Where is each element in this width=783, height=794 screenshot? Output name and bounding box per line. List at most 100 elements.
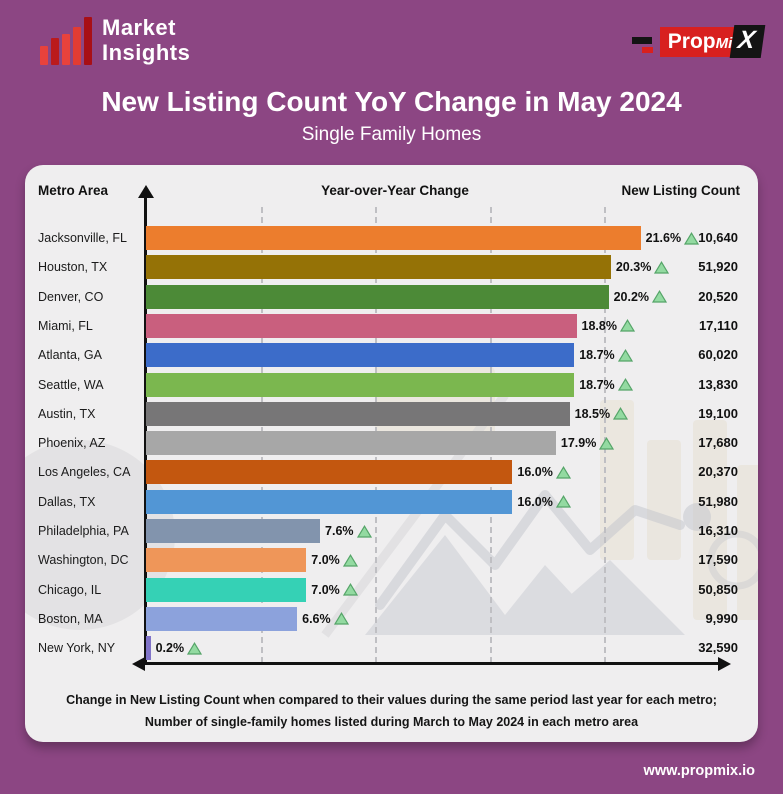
pct-value-group: 18.8% xyxy=(582,314,635,338)
pct-label: 18.8% xyxy=(581,318,617,333)
propmix-x-text: X xyxy=(729,25,766,58)
bar xyxy=(146,284,609,309)
propmix-logo: Prop Mi X xyxy=(631,25,766,58)
metro-label: Phoenix, AZ xyxy=(38,436,106,451)
bar xyxy=(146,636,151,661)
propmix-wordmark: Prop Mi xyxy=(659,26,735,57)
count-label: 60,020 xyxy=(698,347,738,363)
up-triangle-icon xyxy=(555,465,571,479)
bar xyxy=(146,489,513,514)
pct-label: 18.7% xyxy=(579,377,615,392)
chart-footnote-line1: Change in New Listing Count when compare… xyxy=(66,693,717,707)
pct-label: 17.9% xyxy=(560,436,597,451)
pct-label: 20.2% xyxy=(613,289,650,304)
count-label: 32,590 xyxy=(698,640,738,656)
y-axis-arrowhead-icon xyxy=(137,185,154,198)
bar xyxy=(146,226,641,250)
count-label: 50,850 xyxy=(698,581,738,597)
count-label: 16,310 xyxy=(698,523,738,538)
metro-label: Los Angeles, CA xyxy=(38,465,131,480)
metro-label: Washington, DC xyxy=(38,553,129,568)
bar xyxy=(146,577,307,602)
up-triangle-icon xyxy=(187,641,203,655)
pct-label: 21.6% xyxy=(645,231,682,245)
count-label: 17,680 xyxy=(698,435,738,451)
x-axis-line xyxy=(145,662,720,665)
bar xyxy=(146,372,575,397)
pct-label: 7.0% xyxy=(311,553,340,568)
bar-chart-icon-bar xyxy=(73,27,81,65)
metro-label: Denver, CO xyxy=(38,289,104,304)
brand-name: Market Insights xyxy=(102,15,190,65)
up-triangle-icon xyxy=(619,319,635,332)
pct-value-group: 16.0% xyxy=(517,490,571,514)
up-triangle-icon xyxy=(555,495,571,508)
brand-name-line1: Market xyxy=(102,15,176,40)
column-header-metro-area: Metro Area xyxy=(38,183,109,198)
pct-value-group: 7.0% xyxy=(311,548,358,572)
bar-chart-icon xyxy=(40,15,92,65)
x-axis-left-arrowhead-icon xyxy=(132,656,145,671)
pct-value-group: 18.5% xyxy=(575,402,629,426)
chart-panel: Metro Area Year-over-Year Change New Lis… xyxy=(25,165,758,742)
pct-value-group: 17.9% xyxy=(560,431,615,455)
up-triangle-icon xyxy=(652,290,668,303)
column-header-listing-count: New Listing Count xyxy=(621,183,741,198)
pct-value-group: 21.6% xyxy=(645,226,700,250)
up-triangle-icon xyxy=(342,583,358,596)
pct-label: 7.0% xyxy=(311,582,340,597)
up-triangle-icon xyxy=(356,524,372,538)
bar-chart-icon-bar xyxy=(84,17,92,65)
bar-chart-icon-bar xyxy=(51,38,59,65)
up-triangle-icon xyxy=(617,348,633,362)
pct-label: 16.0% xyxy=(517,465,553,480)
pct-value-group: 7.6% xyxy=(325,519,372,543)
column-header-yoy-change: Year-over-Year Change xyxy=(321,183,469,198)
count-label: 51,980 xyxy=(698,493,738,509)
metro-label: Jacksonville, FL xyxy=(38,231,127,245)
count-label: 20,520 xyxy=(698,288,738,304)
bar xyxy=(146,343,575,368)
count-label: 17,590 xyxy=(698,552,738,568)
up-triangle-icon xyxy=(684,231,700,245)
pct-value-group: 0.2% xyxy=(156,636,203,660)
pct-value-group: 20.2% xyxy=(613,285,668,309)
page-title: New Listing Count YoY Change in May 2024 xyxy=(101,86,682,117)
bar xyxy=(146,401,570,426)
bar-chart-icon-bar xyxy=(62,34,70,65)
metro-label: New York, NY xyxy=(38,641,116,656)
pct-label: 6.6% xyxy=(302,611,331,626)
count-label: 20,370 xyxy=(698,464,738,480)
pct-label: 20.3% xyxy=(615,260,652,275)
pct-value-group: 18.7% xyxy=(579,373,633,397)
propmix-dashes-icon xyxy=(631,31,658,53)
brand-name-line2: Insights xyxy=(102,40,191,65)
pct-label: 7.6% xyxy=(325,524,354,538)
metro-label: Boston, MA xyxy=(38,611,103,626)
up-triangle-icon xyxy=(654,260,670,274)
market-insights-logo: Market Insights xyxy=(40,15,190,65)
metro-label: Houston, TX xyxy=(38,260,108,275)
up-triangle-icon xyxy=(599,436,615,450)
count-label: 17,110 xyxy=(698,317,738,333)
bar xyxy=(146,606,298,631)
bar-chart-icon-bar xyxy=(40,46,48,65)
propmix-mi-text: Mi xyxy=(715,34,733,52)
pct-label: 16.0% xyxy=(517,494,553,509)
metro-label: Dallas, TX xyxy=(38,494,96,509)
bar xyxy=(146,255,611,280)
bar xyxy=(146,519,321,543)
pct-label: 18.7% xyxy=(579,348,615,363)
count-label: 19,100 xyxy=(698,405,738,421)
count-label: 13,830 xyxy=(698,376,738,392)
website-link[interactable]: www.propmix.io xyxy=(643,763,755,779)
up-triangle-icon xyxy=(342,553,358,567)
metro-label: Seattle, WA xyxy=(38,377,104,392)
bar xyxy=(146,313,577,338)
page-header: Market Insights Prop Mi X xyxy=(0,0,783,80)
pct-value-group: 16.0% xyxy=(517,460,571,484)
chart-footnote-line2: Number of single-family homes listed dur… xyxy=(144,715,639,729)
count-label: 9,990 xyxy=(705,610,738,626)
page-subtitle: Single Family Homes xyxy=(301,124,482,145)
x-axis-right-arrowhead-icon xyxy=(718,656,731,671)
